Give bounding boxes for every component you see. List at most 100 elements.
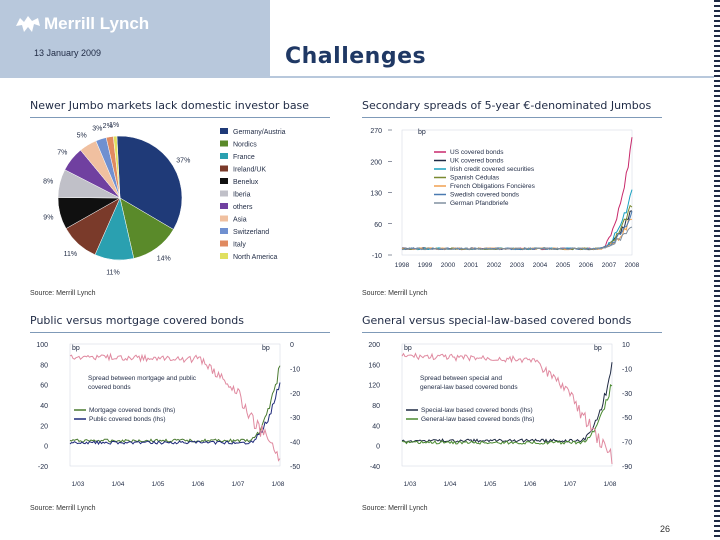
legend-entry: Public covered bonds (lhs) bbox=[89, 416, 166, 423]
legend-entry: Swedish covered bonds bbox=[450, 192, 520, 199]
legend-entry: US covered bonds bbox=[450, 149, 504, 156]
x-tick-label: 2003 bbox=[510, 262, 525, 269]
legend-entry: UK covered bonds bbox=[450, 158, 504, 165]
pie-slice-label: 11% bbox=[106, 270, 120, 277]
public-mortgage-chart-svg: 100 80 60 40 20 0 -20 0 -10 -20 -30 -40 -50 bp bp 1/03 1… bbox=[36, 342, 300, 488]
legend-entry: North America bbox=[233, 254, 277, 261]
panel-rule bbox=[362, 117, 662, 118]
right-unit-label: bp bbox=[262, 345, 270, 352]
x-tick-label: 1/06 bbox=[524, 481, 537, 488]
y-tick-label-right: 0 bbox=[290, 342, 294, 349]
y-tick-label-left: -20 bbox=[38, 464, 48, 471]
legend-swatch bbox=[220, 215, 228, 222]
pie-slice bbox=[113, 135, 121, 199]
legend-entry: Benelux bbox=[233, 179, 259, 186]
x-tick-label: 2007 bbox=[602, 262, 617, 269]
page-number: 26 bbox=[660, 524, 671, 534]
x-tick-label: 1/03 bbox=[404, 481, 417, 488]
x-tick-label: 2006 bbox=[579, 262, 594, 269]
y-tick-label-right: -50 bbox=[290, 464, 300, 471]
legend-entry: Irish credit covered securities bbox=[450, 166, 535, 173]
series-line bbox=[402, 204, 633, 251]
y-tick-label-right: -10 bbox=[622, 366, 632, 373]
legend-swatch bbox=[220, 253, 228, 259]
y-tick-label-left: 100 bbox=[36, 342, 48, 349]
x-tick-label: 1/05 bbox=[152, 481, 165, 488]
x-tick-label: 1/07 bbox=[564, 481, 577, 488]
y-tick-label-left: 80 bbox=[40, 362, 48, 369]
legend-entry: Special-law based covered bonds (lhs) bbox=[421, 407, 533, 414]
y-tick-label-right: 10 bbox=[622, 342, 630, 349]
x-tick-label: 2000 bbox=[441, 262, 456, 269]
pie-chart-svg: 37% 14% 11% 11% 9% 8% 7% 5% 3% 2%1% Germany/Austri… bbox=[43, 122, 286, 277]
legend-entry: Iberia bbox=[233, 192, 251, 199]
legend-swatch bbox=[220, 228, 228, 234]
report-date: 13 January 2009 bbox=[34, 48, 102, 58]
public-mortgage-chart: 100 80 60 40 20 0 -20 0 -10 -20 -30 -40 -50 bp bp 1/03 1… bbox=[30, 336, 330, 496]
x-tick-label: 1/08 bbox=[604, 481, 617, 488]
y-tick-label-right: -90 bbox=[622, 464, 632, 471]
y-tick-label-right: -30 bbox=[290, 415, 300, 422]
legend-swatch bbox=[220, 128, 228, 134]
pie-slice-label: 14% bbox=[157, 256, 171, 263]
pie-slice-label: 1% bbox=[109, 122, 119, 129]
legend-entry: Asia bbox=[233, 217, 247, 224]
panel-rule bbox=[30, 332, 330, 333]
legend-entry: Switzerland bbox=[233, 229, 269, 236]
series-line bbox=[401, 189, 633, 251]
series-line bbox=[401, 226, 633, 251]
plot-frame bbox=[401, 343, 613, 467]
y-tick-label-left: -40 bbox=[370, 464, 380, 471]
y-tick-label: 130 bbox=[370, 191, 382, 198]
legend-swatch bbox=[220, 240, 228, 247]
legend-swatch bbox=[220, 178, 228, 184]
y-tick-label-right: -10 bbox=[290, 366, 300, 373]
series-line bbox=[401, 210, 633, 251]
x-tick-label: 1/08 bbox=[272, 481, 285, 488]
panel-title-general-special: General versus special-law-based covered… bbox=[362, 314, 632, 327]
y-tick-label: -10 bbox=[372, 253, 382, 260]
y-tick-label: 270 bbox=[370, 128, 382, 135]
general-special-chart: 200 160 120 80 40 0 -40 10 -10 -30 -50 -70 -90 bp bp 1/… bbox=[362, 336, 662, 496]
logo-area: Merrill Lynch 13 January 2009 bbox=[0, 0, 270, 76]
series-line bbox=[69, 365, 281, 443]
y-tick-label-left: 40 bbox=[372, 423, 380, 430]
right-unit-label: bp bbox=[594, 345, 602, 352]
y-tick-label-right: -30 bbox=[622, 391, 632, 398]
legend-entry: Italy bbox=[233, 242, 246, 249]
x-tick-label: 2005 bbox=[556, 262, 571, 269]
header-rule bbox=[0, 76, 714, 78]
panel-rule bbox=[362, 332, 662, 333]
series-line bbox=[401, 352, 613, 465]
general-special-chart-svg: 200 160 120 80 40 0 -40 10 -10 -30 -50 -70 -90 bp bp 1/… bbox=[368, 342, 632, 488]
left-unit-label: bp bbox=[72, 345, 80, 352]
spreads-chart-svg: 270 200 130 60 -10 bp 1998 1999 2000 2001 2002 2003… bbox=[370, 128, 639, 269]
legend-swatch bbox=[220, 140, 228, 147]
series-line bbox=[401, 211, 633, 251]
left-unit-label: bp bbox=[404, 345, 412, 352]
unit-label: bp bbox=[418, 129, 426, 136]
legend-swatch bbox=[220, 153, 228, 159]
spreads-chart: 270 200 130 60 -10 bp 1998 1999 2000 2001 2002 2003… bbox=[362, 120, 662, 282]
pie-slice-label: 11% bbox=[64, 251, 78, 258]
y-tick-label-right: -40 bbox=[290, 440, 300, 447]
pie-slice-label: 7% bbox=[57, 150, 67, 157]
legend-swatch bbox=[220, 190, 228, 197]
legend-entry: Mortgage covered bonds (lhs) bbox=[89, 407, 175, 414]
x-tick-label: 2002 bbox=[487, 262, 502, 269]
y-tick-label-right: -70 bbox=[622, 440, 632, 447]
legend-entry: others bbox=[233, 204, 253, 211]
x-tick-label: 1999 bbox=[418, 262, 433, 269]
y-tick-label-left: 0 bbox=[376, 444, 380, 451]
x-tick-label: 1/05 bbox=[484, 481, 497, 488]
y-tick-label: 60 bbox=[374, 222, 382, 229]
annotation-text: covered bonds bbox=[88, 384, 131, 391]
pie-slice-label: 2% bbox=[103, 123, 113, 130]
annotation-text: Spread between mortgage and public bbox=[88, 375, 197, 382]
x-tick-label: 1/07 bbox=[232, 481, 245, 488]
plot-frame bbox=[69, 343, 281, 467]
pie-chart: 37% 14% 11% 11% 9% 8% 7% 5% 3% 2% 1% Germany/Austri… bbox=[30, 120, 330, 280]
y-tick-label-right: -50 bbox=[622, 415, 632, 422]
series-line bbox=[401, 218, 633, 251]
side-stripe bbox=[714, 0, 720, 540]
